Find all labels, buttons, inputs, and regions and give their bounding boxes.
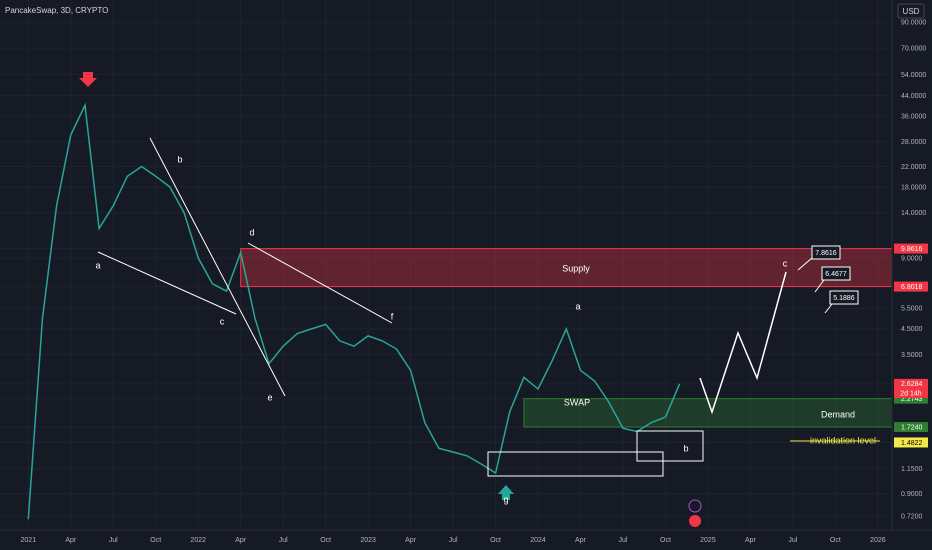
supply-label: Supply [562, 263, 590, 273]
y-tick-label: 3.5000 [901, 352, 923, 359]
y-tick-label: 4.5000 [901, 326, 923, 333]
wave-label: c [783, 258, 788, 268]
x-tick-label: 2022 [190, 537, 206, 544]
x-tick-label: Apr [745, 537, 757, 544]
time-axis [0, 530, 892, 550]
y-tick-label: 9.8616 [901, 246, 923, 253]
y-tick-label: 5.5000 [901, 306, 923, 313]
y-tick-label: 1.7240 [901, 424, 923, 431]
zones [240, 248, 893, 428]
target-label: 6.4677 [825, 271, 847, 278]
x-tick-label: Oct [490, 537, 501, 544]
down-arrow [79, 72, 97, 87]
x-tick-label: Jul [788, 537, 797, 544]
price-tag [894, 393, 928, 404]
event-icon [689, 515, 701, 527]
x-tick-label: Jul [279, 537, 288, 544]
demand-label: Demand [821, 409, 855, 419]
y-tick-label: 14.0000 [901, 210, 926, 217]
x-tick-label: Jul [109, 537, 118, 544]
trendline [149, 137, 286, 397]
event-icon [688, 499, 702, 513]
up-arrow [498, 485, 514, 500]
wave-label: e [267, 392, 272, 402]
swap-label: SWAP [564, 397, 590, 407]
currency[interactable]: USD [903, 7, 920, 16]
x-tick-label: 2021 [21, 537, 37, 544]
wave-label: d [249, 227, 254, 237]
y-tick-label: 9.0000 [901, 255, 923, 262]
trendline [97, 251, 237, 315]
y-tick-label: 1.1500 [901, 466, 923, 473]
y-tick-label: 0.9000 [901, 491, 923, 498]
x-tick-label: Oct [150, 537, 161, 544]
x-tick-label: Oct [320, 537, 331, 544]
x-tick-label: Apr [405, 537, 417, 544]
price-axis [892, 0, 932, 550]
y-tick-label: 90.0000 [901, 20, 926, 27]
target-label: 5.1886 [833, 295, 855, 302]
countdown: 2d 14h [900, 390, 922, 397]
x-tick-label: 2023 [360, 537, 376, 544]
wave-label: g [503, 494, 508, 504]
x-tick-label: Apr [575, 537, 587, 544]
x-tick-label: Oct [830, 537, 841, 544]
wave-label: a [95, 260, 100, 270]
target-box [821, 266, 851, 281]
y-tick-label: 70.0000 [901, 45, 926, 52]
y-tick-label: 0.7200 [901, 514, 923, 521]
y-tick-label: 36.0000 [901, 113, 926, 120]
wave-label: b [177, 154, 182, 164]
invalidation-label: invalidation level [810, 435, 876, 445]
price-tag [894, 281, 928, 292]
trendline [247, 242, 393, 324]
price-tag [894, 422, 928, 433]
x-tick-label: Apr [235, 537, 247, 544]
chart-title: PancakeSwap, 3D, CRYPTO [5, 6, 108, 15]
box [487, 451, 664, 477]
x-tick-label: Apr [65, 537, 77, 544]
x-tick-label: Oct [660, 537, 671, 544]
y-tick-label: 28.0000 [901, 139, 926, 146]
target-box [811, 245, 841, 260]
series [27, 102, 681, 520]
currency-button[interactable] [897, 3, 925, 19]
target-pointer [824, 303, 833, 314]
price-tag [894, 243, 928, 254]
y-tick-label: 54.0000 [901, 72, 926, 79]
y-tick-label: 6.8018 [901, 284, 923, 291]
box [636, 430, 704, 462]
target-label: 7.8616 [815, 250, 837, 257]
target-pointer [797, 257, 813, 271]
x-tick-label: 2025 [700, 537, 716, 544]
y-tick-label: 1.4822 [901, 440, 923, 447]
x-tick-label: 2026 [870, 537, 886, 544]
wave-label: f [391, 311, 394, 321]
wave-label: b [683, 443, 688, 453]
y-tick-label: 18.0000 [901, 184, 926, 191]
demand-zone [523, 398, 893, 428]
y-tick-label: 44.0000 [901, 93, 926, 100]
x-tick-label: Jul [449, 537, 458, 544]
wave-label: a [575, 301, 580, 311]
wave-label: c [220, 316, 225, 326]
price-tag [894, 378, 928, 389]
y-tick-label: 2.6284 [901, 381, 923, 388]
price-tag [894, 437, 928, 448]
y-tick-label: 22.0000 [901, 164, 926, 171]
target-pointer [814, 279, 825, 293]
y-tick-label: 2.2743 [901, 396, 923, 403]
target-box [829, 290, 859, 305]
axes: 0.7200 0.9000 1.1500 1.4822 1.7240 2.2743 2.62… [21, 20, 928, 544]
projection [699, 271, 787, 415]
drawings [97, 137, 880, 477]
x-tick-label: Jul [619, 537, 628, 544]
x-tick-label: 2024 [530, 537, 546, 544]
price-line [27, 102, 681, 520]
countdown-bg [894, 388, 928, 398]
